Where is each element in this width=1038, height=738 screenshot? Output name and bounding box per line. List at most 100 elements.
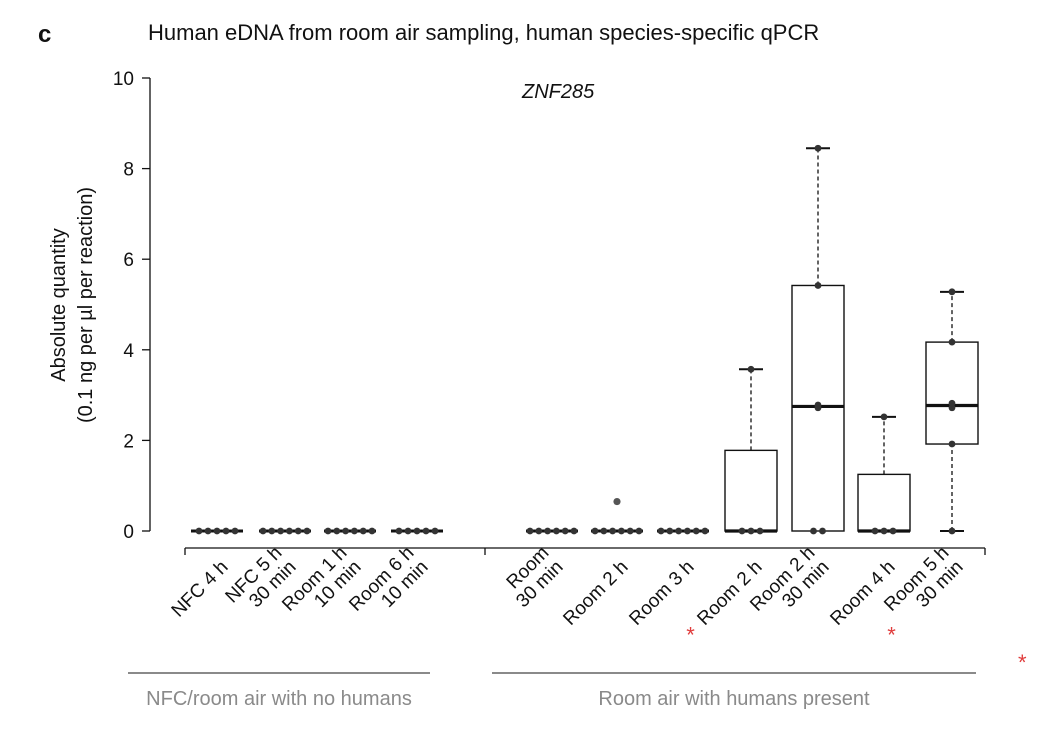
category-4	[391, 527, 443, 535]
data-point	[204, 527, 212, 535]
x-tick-label-line: Room 2 h	[559, 557, 632, 630]
legend-star-marker: *	[1018, 650, 1027, 675]
data-point	[657, 527, 665, 535]
data-point	[948, 440, 956, 448]
data-point	[544, 527, 551, 535]
data-point	[222, 527, 230, 535]
category-3	[324, 527, 376, 535]
x-tick-star-marker: *	[686, 622, 695, 647]
data-point	[666, 527, 674, 535]
y-tick-label: 6	[123, 250, 134, 271]
data-point	[268, 527, 276, 535]
y-tick-label: 8	[123, 160, 134, 181]
group-label: Room air with humans present	[598, 688, 870, 710]
x-tick-label: Room 1 h10 min	[278, 543, 365, 630]
data-point	[359, 527, 367, 535]
category-8	[724, 365, 778, 535]
data-point	[738, 527, 746, 535]
x-tick-label: Room 3 h	[625, 557, 698, 630]
data-point	[324, 527, 332, 535]
outlier-point	[613, 497, 621, 506]
data-point	[618, 527, 625, 535]
x-tick-label: Room 6 h10 min	[345, 543, 432, 630]
data-point	[570, 527, 578, 535]
data-point	[626, 527, 634, 535]
category-9	[791, 144, 845, 535]
plot-area	[191, 144, 979, 535]
y-axis-label: Absolute quantity (0.1 ng per µl per rea…	[48, 187, 97, 423]
category-5	[526, 527, 578, 535]
data-point	[948, 399, 956, 407]
data-point	[609, 527, 616, 535]
axes: 0 2 4 6 8 10	[113, 69, 986, 555]
group-label: NFC/room air with no humans	[146, 688, 412, 710]
data-point	[747, 365, 755, 373]
data-point	[351, 527, 358, 535]
x-tick-label: Room 5 h30 min	[880, 543, 967, 630]
data-point	[948, 338, 956, 346]
data-point	[413, 527, 421, 535]
data-point	[368, 527, 376, 535]
data-point	[701, 527, 709, 535]
data-point	[814, 282, 822, 289]
data-point	[303, 527, 311, 535]
gene-subtitle: ZNF285	[521, 81, 595, 103]
data-point	[431, 527, 439, 535]
data-point	[880, 413, 888, 421]
data-point	[600, 527, 608, 535]
iqr-box	[925, 341, 979, 445]
y-tick-label: 10	[113, 69, 134, 90]
category-2	[259, 527, 311, 535]
panel-letter: c	[38, 21, 51, 48]
category-11	[925, 288, 979, 535]
data-point	[871, 527, 879, 535]
y-tick-label: 4	[123, 341, 134, 362]
x-tick-star-marker: *	[887, 622, 896, 647]
y-axis-label-line1: Absolute quantity	[48, 228, 70, 381]
category-10	[857, 413, 911, 535]
x-tick-label: Room 2 h	[559, 557, 632, 630]
data-point	[635, 527, 643, 535]
data-point	[880, 527, 888, 535]
x-tick-label-line: Room 3 h	[625, 557, 698, 630]
data-point	[294, 527, 302, 535]
data-point	[675, 527, 682, 535]
data-point	[561, 527, 569, 535]
y-tick-label: 2	[123, 431, 134, 452]
data-point	[259, 527, 267, 535]
x-tick-label: NFC 4 h	[168, 557, 233, 622]
data-point	[553, 527, 560, 535]
data-point	[213, 527, 221, 535]
data-point	[948, 288, 956, 296]
data-point	[747, 527, 755, 535]
data-point	[277, 527, 284, 535]
data-point	[195, 527, 203, 535]
x-tick-label: Room30 min	[498, 543, 567, 612]
iqr-box	[857, 473, 911, 532]
data-point	[591, 527, 599, 535]
chart-title: Human eDNA from room air sampling, human…	[148, 20, 819, 45]
data-point	[889, 527, 897, 535]
data-point	[422, 527, 430, 535]
data-point	[404, 527, 412, 535]
data-point	[342, 527, 349, 535]
data-point	[535, 527, 543, 535]
category-7	[657, 527, 709, 535]
data-point	[810, 527, 817, 535]
category-1	[191, 527, 243, 535]
category-6	[591, 497, 643, 535]
data-point	[948, 527, 956, 535]
data-point	[526, 527, 534, 535]
x-tick-label: Room 2 h30 min	[746, 543, 833, 630]
x-tick-label-line: NFC 4 h	[168, 557, 233, 622]
data-point	[333, 527, 341, 535]
y-axis-label-line2: (0.1 ng per µl per reaction)	[75, 187, 97, 423]
data-point	[819, 527, 826, 535]
data-point	[684, 527, 691, 535]
group-annotations: NFC/room air with no humans Room air with…	[128, 672, 976, 710]
y-tick-label: 0	[123, 522, 134, 543]
data-point	[692, 527, 700, 535]
data-point	[814, 401, 822, 409]
